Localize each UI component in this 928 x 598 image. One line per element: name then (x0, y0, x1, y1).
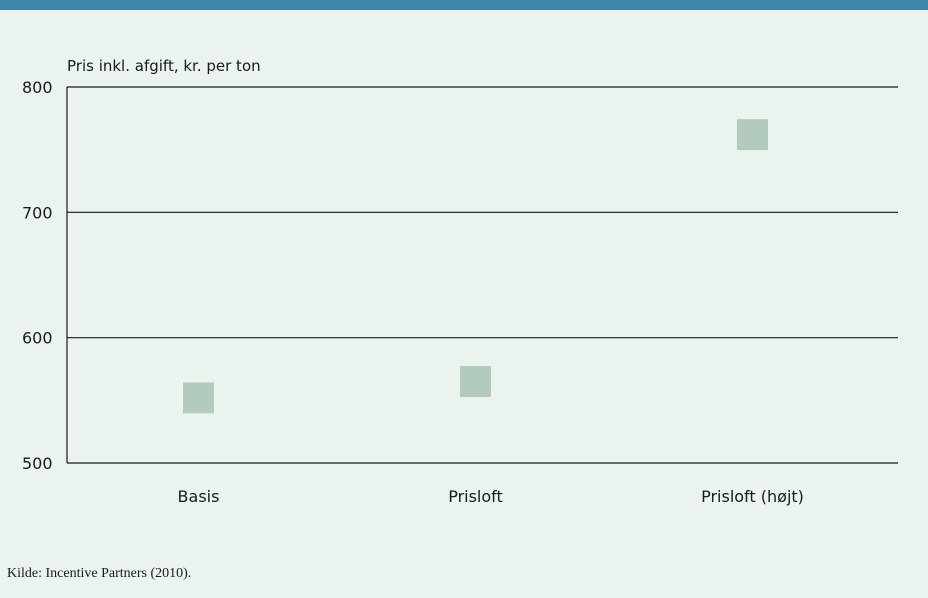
data-point-1 (183, 382, 214, 414)
x-tick-label-3: Prisloft (højt) (701, 487, 804, 506)
x-tick-label-2: Prisloft (448, 487, 503, 506)
source-note: Kilde: Incentive Partners (2010). (7, 566, 192, 581)
y-tick-label-500: 500 (22, 454, 53, 473)
y-tick-label-700: 700 (22, 203, 53, 222)
data-point-3 (737, 119, 768, 151)
y-tick-label-800: 800 (22, 78, 53, 97)
x-tick-label-1: Basis (178, 487, 220, 506)
data-point-2 (460, 366, 491, 398)
y-axis-label: Pris inkl. afgift, kr. per ton (67, 57, 261, 75)
header-bar (0, 0, 928, 10)
y-tick-label-600: 600 (22, 329, 53, 348)
